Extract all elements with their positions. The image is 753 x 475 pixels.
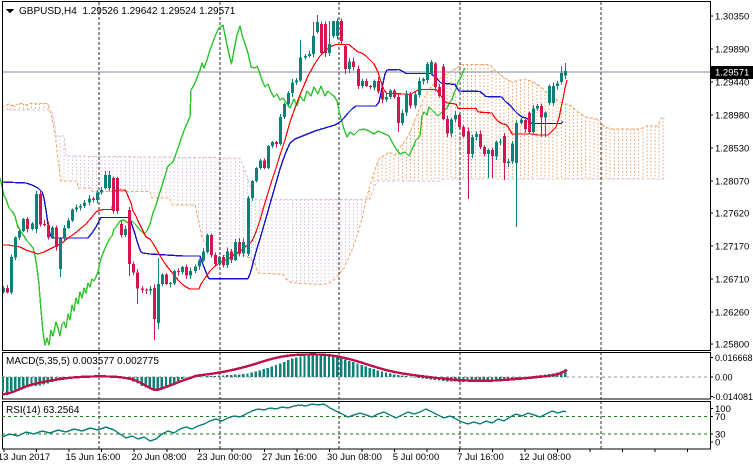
svg-text:1.28530: 1.28530 — [715, 144, 749, 155]
svg-text:5 Jul 00:00: 5 Jul 00:00 — [393, 452, 439, 463]
svg-text:1.29440: 1.29440 — [715, 78, 749, 89]
svg-text:1.27620: 1.27620 — [715, 209, 749, 220]
svg-text:70: 70 — [715, 412, 726, 423]
svg-text:1.28980: 1.28980 — [715, 111, 749, 122]
svg-text:0.016668: 0.016668 — [715, 353, 753, 363]
svg-text:1.30350: 1.30350 — [715, 12, 749, 23]
svg-text:20 Jun 08:00: 20 Jun 08:00 — [132, 452, 187, 463]
svg-text:1.25800: 1.25800 — [715, 340, 749, 351]
svg-text:MACD(5,35,5) 0.003577 0.002775: MACD(5,35,5) 0.003577 0.002775 — [6, 356, 159, 367]
svg-text:1.26260: 1.26260 — [715, 308, 749, 319]
svg-text:1.27170: 1.27170 — [715, 242, 749, 253]
svg-text:RSI(14) 63.2564: RSI(14) 63.2564 — [6, 405, 80, 416]
svg-text:0: 0 — [715, 438, 720, 449]
svg-text:-0.014081: -0.014081 — [713, 392, 753, 402]
svg-text:0.00: 0.00 — [715, 373, 733, 383]
svg-text:30 Jun 08:00: 30 Jun 08:00 — [327, 452, 382, 463]
svg-text:13 Jun 2017: 13 Jun 2017 — [0, 452, 50, 463]
svg-text:GBPUSD,H4 1.29526 1.29642 1.2: GBPUSD,H4 1.29526 1.29642 1.29524 1.2957… — [19, 6, 236, 17]
svg-text:1.28070: 1.28070 — [715, 177, 749, 188]
svg-text:23 Jun 00:00: 23 Jun 00:00 — [197, 452, 252, 463]
svg-text:1.29890: 1.29890 — [715, 45, 749, 56]
svg-text:15 Jun 16:00: 15 Jun 16:00 — [66, 452, 121, 463]
svg-text:7 Jul 16:00: 7 Jul 16:00 — [457, 452, 503, 463]
svg-text:12 Jul 08:00: 12 Jul 08:00 — [519, 452, 571, 463]
svg-text:1.26710: 1.26710 — [715, 275, 749, 286]
svg-text:1.29571: 1.29571 — [715, 68, 749, 79]
svg-text:27 Jun 16:00: 27 Jun 16:00 — [262, 452, 317, 463]
